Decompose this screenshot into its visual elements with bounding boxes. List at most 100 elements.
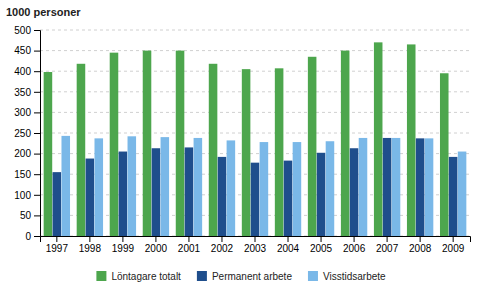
grid-line <box>40 30 470 31</box>
bar <box>326 141 335 236</box>
bar <box>341 51 350 236</box>
tick-label: 300 <box>14 107 31 118</box>
plot: 0501001502002503003504004505001997199819… <box>14 25 470 254</box>
tick-mark <box>34 174 40 175</box>
tick: 50 <box>20 210 40 221</box>
bar <box>227 140 236 236</box>
bar <box>374 42 383 236</box>
tick-label: 150 <box>14 169 31 180</box>
tick-label: 2005 <box>310 243 333 254</box>
bar <box>53 172 62 236</box>
tick-mark <box>188 236 189 242</box>
axis-line <box>41 237 471 243</box>
bar <box>293 142 302 236</box>
tick-label: 2009 <box>442 243 465 254</box>
legend-label: Löntagare totalt <box>111 271 181 282</box>
tick-label: 500 <box>14 25 31 36</box>
grid-line <box>40 91 470 92</box>
bar <box>449 157 458 236</box>
grid-line <box>40 71 470 72</box>
legend-item: Permanent arbete <box>197 271 292 282</box>
bar <box>161 137 170 236</box>
bar <box>185 147 194 236</box>
bar <box>44 72 53 236</box>
tick: 2003 <box>244 236 267 254</box>
grid-line <box>40 153 470 154</box>
x-axis: 1997199819992000200120022003200420052006… <box>41 236 471 254</box>
legend-label: Visstidsarbete <box>323 271 386 282</box>
bar <box>61 136 70 236</box>
tick-mark <box>34 112 40 113</box>
tick: 2009 <box>442 236 465 254</box>
bar <box>440 73 449 236</box>
bar <box>260 142 269 236</box>
grid <box>40 30 470 236</box>
bar <box>317 153 326 236</box>
tick-label: 1998 <box>79 243 102 254</box>
tick-label: 200 <box>14 148 31 159</box>
tick-mark <box>288 236 289 242</box>
tick-label: 100 <box>14 190 31 201</box>
chart: 0501001502002503003504004505001997199819… <box>0 0 482 290</box>
tick-label: 2008 <box>409 243 432 254</box>
tick-mark <box>34 215 40 216</box>
bar-series <box>61 136 466 236</box>
bar <box>383 138 392 236</box>
tick-label: 350 <box>14 87 31 98</box>
legend-swatch <box>308 271 318 281</box>
tick-mark <box>34 154 40 155</box>
legend-item: Löntagare totalt <box>96 271 181 282</box>
legend: Löntagare totalt Permanent arbete Visstids… <box>96 271 386 282</box>
tick-mark <box>34 51 40 52</box>
tick-label: 2006 <box>343 243 366 254</box>
bar <box>242 69 251 236</box>
tick-mark <box>155 236 156 242</box>
tick: 1997 <box>46 236 69 254</box>
tick-label: 1999 <box>112 243 135 254</box>
bar <box>458 152 467 236</box>
bar <box>194 138 203 236</box>
bar <box>176 51 185 236</box>
tick: 2006 <box>343 236 366 254</box>
tick-label: 2000 <box>145 243 168 254</box>
grid-line <box>40 50 470 51</box>
tick-label: 2001 <box>178 243 201 254</box>
bar-series <box>44 42 449 236</box>
legend-item: Visstidsarbete <box>308 271 386 282</box>
tick: 2001 <box>178 236 201 254</box>
axis-line <box>34 31 41 237</box>
tick: 500 <box>14 25 40 36</box>
bar <box>359 138 368 236</box>
bar <box>86 159 95 236</box>
tick-mark <box>34 92 40 93</box>
tick-label: 2004 <box>277 243 300 254</box>
bar <box>251 163 260 236</box>
tick-label: 250 <box>14 128 31 139</box>
bar <box>308 57 317 236</box>
bar <box>407 44 416 236</box>
grid-line <box>40 133 470 134</box>
bar <box>95 138 104 236</box>
tick: 100 <box>14 190 40 201</box>
bar <box>77 64 86 236</box>
tick-mark <box>387 236 388 242</box>
y-axis-label: 1000 personer <box>6 6 81 18</box>
tick: 2000 <box>145 236 168 254</box>
tick-mark <box>420 236 421 242</box>
grid-line <box>40 112 470 113</box>
bar <box>425 138 434 236</box>
legend-label: Permanent arbete <box>212 271 292 282</box>
tick: 200 <box>14 148 40 159</box>
tick: 2007 <box>376 236 399 254</box>
tick-label: 0 <box>25 231 31 242</box>
bars <box>44 42 467 236</box>
tick-mark <box>321 236 322 242</box>
tick: 250 <box>14 128 40 139</box>
bar <box>128 136 137 236</box>
tick-label: 1997 <box>46 243 69 254</box>
bar <box>416 138 425 236</box>
tick-mark <box>354 236 355 242</box>
bar <box>218 157 227 236</box>
tick-mark <box>89 236 90 242</box>
bar-series <box>53 138 458 236</box>
